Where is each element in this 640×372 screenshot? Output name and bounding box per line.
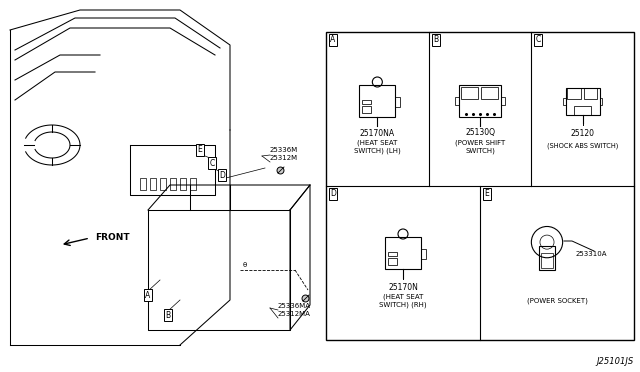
Text: B: B <box>165 311 171 320</box>
Bar <box>160 178 166 190</box>
Text: (POWER SHIFT
SWITCH): (POWER SHIFT SWITCH) <box>455 140 505 154</box>
Bar <box>600 98 602 105</box>
Bar <box>481 87 498 99</box>
Text: 25312MA: 25312MA <box>278 311 311 317</box>
Text: D: D <box>330 189 336 199</box>
Text: D: D <box>219 170 225 180</box>
Text: (POWER SOCKET): (POWER SOCKET) <box>527 298 588 304</box>
Text: 25336MA: 25336MA <box>278 303 311 309</box>
Bar <box>170 178 176 190</box>
Text: C: C <box>536 35 541 45</box>
Text: A: A <box>330 35 335 45</box>
Text: E: E <box>198 145 202 154</box>
Bar <box>563 98 566 105</box>
Text: 25130Q: 25130Q <box>465 128 495 138</box>
Bar <box>459 85 501 117</box>
Bar <box>566 87 600 115</box>
Text: (HEAT SEAT
SWITCH) (RH): (HEAT SEAT SWITCH) (RH) <box>379 294 427 308</box>
Text: E: E <box>484 189 490 199</box>
Bar <box>180 178 186 190</box>
Bar <box>388 258 397 265</box>
Text: 25336M: 25336M <box>270 147 298 153</box>
Text: FRONT: FRONT <box>95 234 130 243</box>
Bar <box>140 178 146 190</box>
Bar <box>359 85 396 117</box>
Bar <box>388 252 397 256</box>
Bar <box>584 89 597 99</box>
Text: 25170N: 25170N <box>388 282 418 292</box>
Bar <box>362 100 371 104</box>
Text: 25312M: 25312M <box>270 155 298 161</box>
Text: 253310A: 253310A <box>576 251 607 257</box>
Bar <box>574 106 591 115</box>
Text: 25170NA: 25170NA <box>360 128 395 138</box>
Text: A: A <box>145 291 150 299</box>
Text: J25101JS: J25101JS <box>596 357 634 366</box>
Bar <box>150 178 156 190</box>
Text: θ: θ <box>243 262 247 268</box>
Bar <box>455 97 459 105</box>
Bar <box>539 246 556 270</box>
Bar <box>396 97 401 107</box>
Text: (SHOCK ABS SWITCH): (SHOCK ABS SWITCH) <box>547 143 618 149</box>
Bar <box>501 97 505 105</box>
Bar <box>326 32 634 340</box>
Bar <box>541 253 554 268</box>
Text: 25120: 25120 <box>571 128 595 138</box>
Bar <box>385 237 421 269</box>
Bar <box>421 249 426 259</box>
Bar <box>190 178 196 190</box>
Text: (HEAT SEAT
SWITCH) (LH): (HEAT SEAT SWITCH) (LH) <box>354 140 401 154</box>
Text: B: B <box>433 35 438 45</box>
Text: C: C <box>209 158 214 167</box>
Bar <box>362 106 371 113</box>
Bar <box>461 87 478 99</box>
Bar <box>568 89 581 99</box>
